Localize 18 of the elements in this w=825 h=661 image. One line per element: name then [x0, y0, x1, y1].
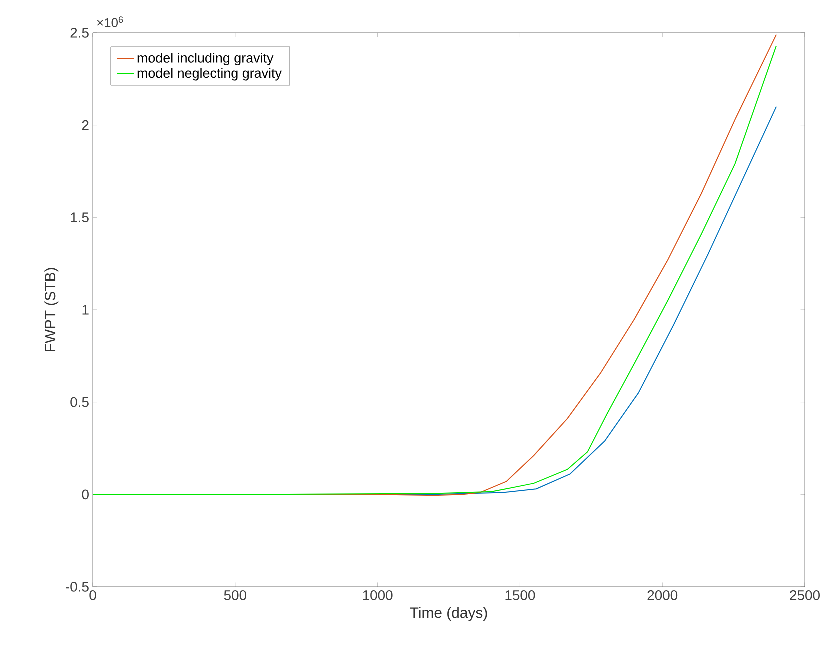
y-tick-label: 1	[82, 305, 89, 315]
y-tick-label: 2	[82, 120, 89, 130]
x-axis-title: Time (days)	[410, 607, 488, 622]
x-tick-label: 2000	[648, 590, 678, 600]
x-tick-label: 1000	[363, 590, 393, 600]
y-tick-label: 0.5	[70, 397, 89, 408]
y-tick-label: 1.5	[71, 212, 89, 223]
x-tick-label: 2500	[790, 590, 820, 600]
y-tick-label: -0.5	[66, 582, 89, 592]
x-tick-label: 0	[90, 590, 96, 600]
x-tick-label: 500	[224, 590, 246, 600]
y-tick-label: 2.5	[70, 28, 89, 38]
text: ×10$^{6}$	[97, 16, 124, 28]
x-tick-label: 1500	[506, 590, 536, 600]
legend-label: model neglecting gravity	[138, 68, 282, 81]
legend-label: model including gravity	[138, 53, 274, 66]
y-axis-title: FWPT (STB)	[44, 268, 59, 352]
y-tick-label: 0	[82, 490, 89, 500]
